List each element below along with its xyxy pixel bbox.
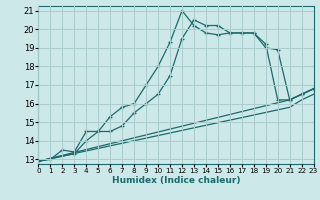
X-axis label: Humidex (Indice chaleur): Humidex (Indice chaleur): [112, 176, 240, 185]
